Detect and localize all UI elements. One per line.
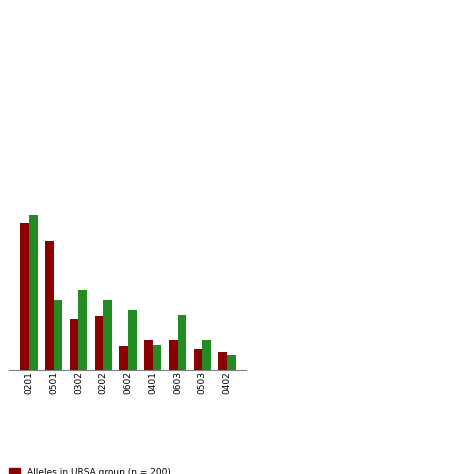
Bar: [79, 290, 87, 370]
Bar: [227, 355, 236, 370]
Bar: [29, 215, 37, 370]
Bar: [20, 223, 29, 370]
Legend: Alleles in URSA group (n = 200), Alleles in normal group (n = 120): Alleles in URSA group (n = 200), Alleles…: [9, 468, 178, 474]
Bar: [54, 300, 63, 370]
Bar: [202, 340, 211, 370]
Bar: [169, 340, 177, 370]
Bar: [103, 300, 112, 370]
Bar: [153, 345, 162, 370]
Bar: [144, 340, 153, 370]
Bar: [94, 316, 103, 370]
Bar: [219, 352, 227, 370]
Bar: [119, 346, 128, 370]
Bar: [177, 315, 186, 370]
Bar: [128, 310, 137, 370]
Bar: [70, 319, 79, 370]
Bar: [45, 241, 54, 370]
Bar: [193, 349, 202, 370]
